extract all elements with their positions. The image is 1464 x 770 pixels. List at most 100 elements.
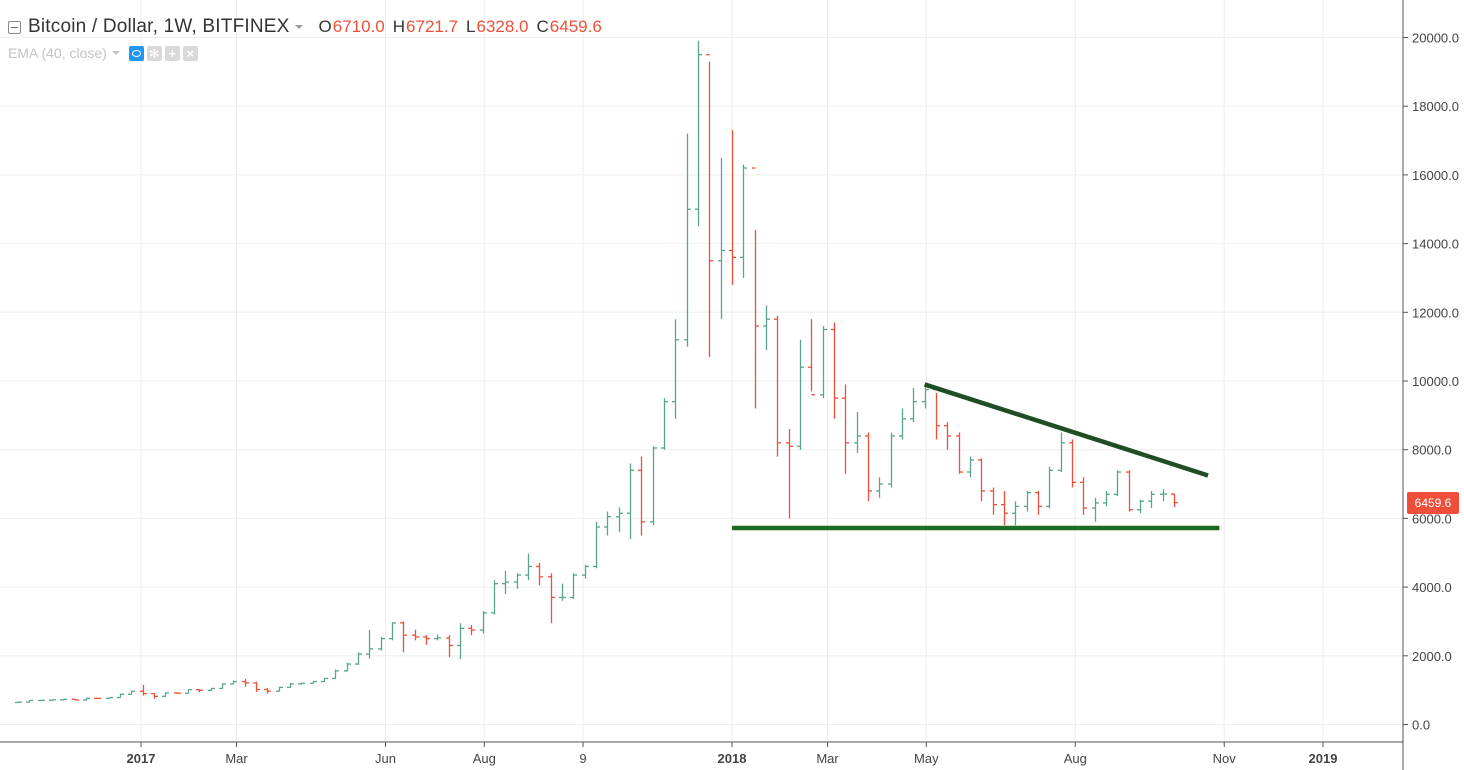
y-tick-label: 0.0 (1412, 718, 1430, 733)
ohlc-bar (1046, 466, 1053, 509)
ohlc-bar (72, 698, 79, 701)
ohlc-bar (457, 623, 464, 660)
grid (0, 0, 1403, 742)
ohlc-bar (978, 458, 985, 502)
chart-legend: Bitcoin / Dollar, 1W, BITFINEX O 6710.0 H… (8, 16, 610, 38)
ohlc-bar (786, 429, 793, 519)
y-tick-label: 12000.0 (1412, 305, 1459, 320)
ohlc-bar (106, 696, 113, 700)
ohlc-bar (797, 339, 804, 450)
x-tick-label: 2017 (127, 751, 156, 766)
ohlc-bar (740, 164, 747, 278)
ohlc-bar (400, 621, 407, 653)
y-tick-label: 20000.0 (1412, 31, 1459, 46)
y-tick-label: 14000.0 (1412, 237, 1459, 252)
ohlc-bar (1114, 470, 1121, 497)
ohlc-bar (1069, 439, 1076, 488)
ohlc-bar (49, 699, 56, 701)
ohlc-bar (423, 635, 430, 645)
x-tick-label: Jun (375, 751, 396, 766)
gear-icon[interactable]: ✻ (146, 45, 162, 61)
ohlc-bar (219, 683, 226, 690)
ohlc-bar (468, 624, 475, 636)
trendline (923, 382, 1209, 478)
ohlc-bar (1080, 477, 1087, 515)
ohlc-bar (604, 511, 611, 536)
ohlc-bar (60, 698, 67, 701)
ohlc-bar (151, 692, 158, 699)
ohlc-bar (26, 699, 33, 703)
ohlc-bar (83, 697, 90, 701)
ohlc-bar (808, 319, 815, 396)
ohlc-bar (1001, 490, 1008, 526)
ohlc-bar (208, 687, 215, 691)
ohlc-bar (752, 167, 759, 409)
ohlc-bar (355, 652, 362, 665)
ohlc-bar (990, 487, 997, 515)
x-tick-label: Nov (1213, 751, 1237, 766)
y-tick-label: 18000.0 (1412, 99, 1459, 114)
ohlc-bar (502, 570, 509, 594)
ohlc-bar (820, 326, 827, 399)
ohlc-bar (661, 398, 668, 450)
x-tick-label: May (914, 751, 939, 766)
y-tick-label: 6000.0 (1412, 511, 1452, 526)
close-icon[interactable]: × (182, 45, 198, 61)
ohlc-bar (956, 432, 963, 474)
ohlc-bar (650, 446, 657, 526)
ohlc-bar (1137, 499, 1144, 514)
ohlc-bar (695, 40, 702, 227)
ohlc-bar (1024, 490, 1031, 512)
study-label[interactable]: EMA (40, close) (8, 45, 107, 61)
chevron-down-icon[interactable] (111, 51, 120, 55)
ohlc-bar (616, 507, 623, 533)
ohlc-bar (910, 387, 917, 423)
ohlc-bar (967, 456, 974, 478)
ohlc-bar (264, 688, 271, 694)
ohlc-bar (638, 456, 645, 536)
ohlc-open: O 6710.0 (318, 17, 385, 36)
ohlc-bar (684, 133, 691, 347)
drawings (732, 382, 1220, 531)
ohlc-bar (162, 692, 169, 697)
ohlc-bar (525, 553, 532, 581)
plus-icon[interactable]: + (164, 45, 180, 61)
ohlc-bar (230, 680, 237, 685)
ohlc-bar (582, 564, 589, 579)
ohlc-bar (1058, 432, 1065, 473)
ohlc-bar (344, 662, 351, 672)
ohlc-bar (480, 611, 487, 634)
y-tick-label: 8000.0 (1412, 443, 1452, 458)
ohlc-bar (1171, 493, 1178, 508)
study-legend: EMA (40, close) ✻ + × (8, 45, 201, 61)
ohlc-bar (842, 384, 849, 474)
ohlc-high: H 6721.7 (392, 17, 459, 36)
ohlc-bar (593, 521, 600, 569)
ohlc-bar (15, 701, 22, 704)
ohlc-bar (831, 322, 838, 419)
ohlc-bar (446, 635, 453, 658)
chevron-down-icon[interactable] (294, 25, 303, 29)
ohlc-low: L 6328.0 (466, 17, 529, 36)
x-tick-label: 2018 (718, 751, 747, 766)
ohlc-bar (944, 422, 951, 450)
ohlc-bar (196, 688, 203, 693)
symbol-title[interactable]: Bitcoin / Dollar, 1W, BITFINEX (28, 16, 290, 37)
ohlc-bar (298, 682, 305, 685)
ohlc-bar (117, 693, 124, 699)
eye-icon[interactable] (128, 45, 144, 61)
ohlc-bar (876, 477, 883, 498)
ohlc-bar (128, 690, 135, 695)
ohlc-bar (276, 686, 283, 692)
ohlc-bar (1012, 501, 1019, 526)
ohlc-bar (922, 384, 929, 409)
x-tick-label: Mar (225, 751, 248, 766)
ohlc-bar (174, 692, 181, 694)
ohlc-bars (15, 40, 1178, 704)
x-tick-label: Aug (1064, 751, 1087, 766)
ohlc-bar (140, 684, 147, 696)
collapse-icon[interactable] (8, 20, 21, 34)
ohlc-bar (570, 573, 577, 600)
